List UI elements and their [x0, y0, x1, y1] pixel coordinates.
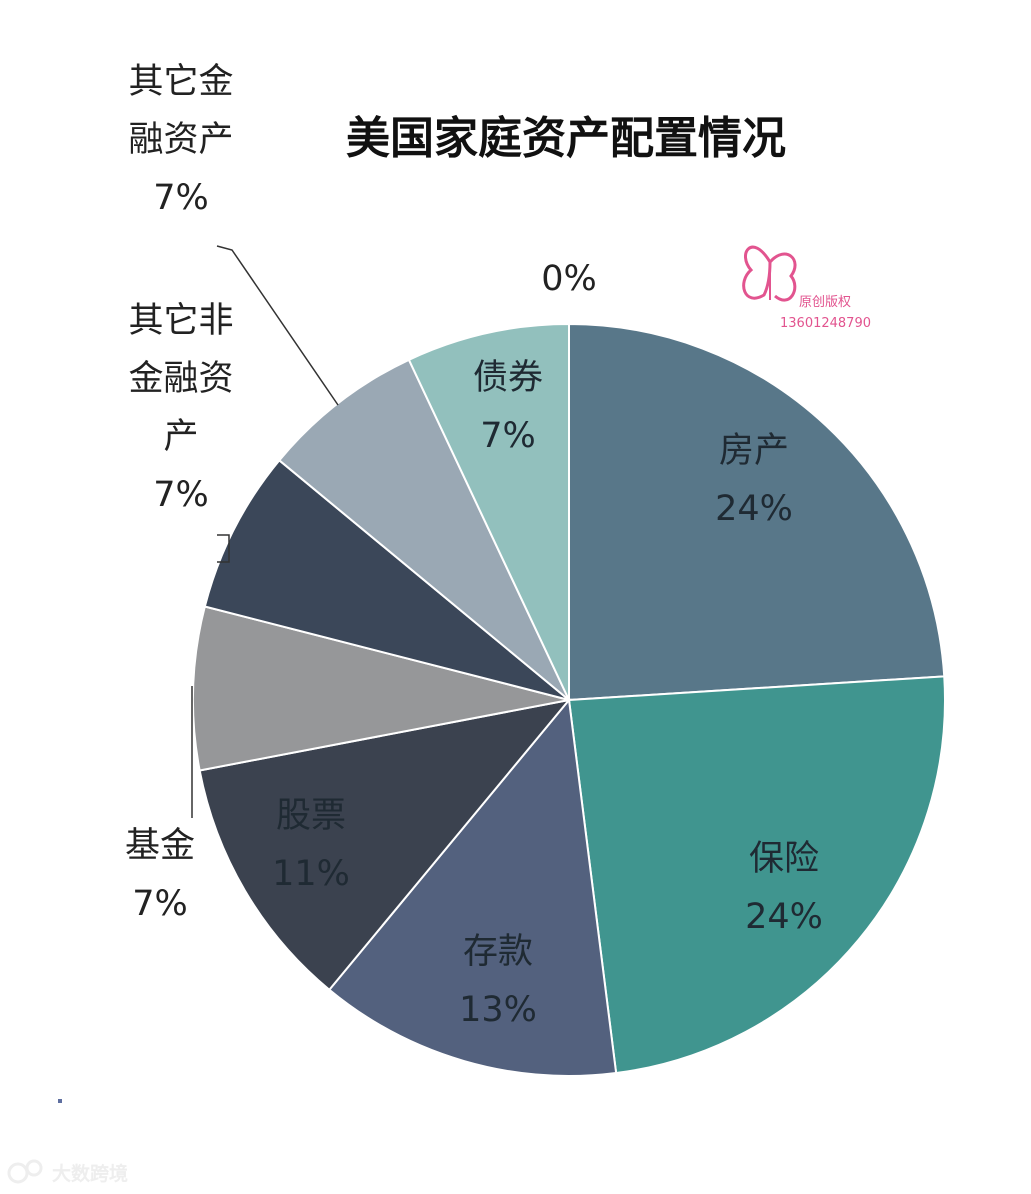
slice-percent-label-zero: 0% [541, 259, 597, 299]
watermark-phone: 13601248790 [780, 316, 871, 331]
watermark: 原创版权 13601248790 [742, 245, 871, 331]
pie-slice-基金 [192, 605, 570, 772]
slice-name-label-保险: 保险 [749, 839, 819, 879]
slice-percent-label-基金: 7% [132, 884, 188, 924]
slice-name-label-房产: 房产 [719, 431, 789, 471]
slice-name-label-存款: 存款 [463, 932, 533, 972]
slice-percent-label-存款: 13% [459, 990, 537, 1030]
slice-percent-label-债券: 7% [480, 416, 536, 456]
butterfly-logo-icon [742, 245, 797, 302]
slice-percent-label-股票: 11% [272, 854, 350, 894]
slice-name-label-股票: 股票 [276, 796, 346, 836]
pie-slice-债券 [407, 322, 570, 701]
slice-name-label-其它非金融资产: 其它非 [128, 301, 233, 341]
slice-percent-label-保险: 24% [745, 897, 823, 937]
leader-line-其它金融资产 [216, 245, 339, 406]
slice-name-label-其它金融资产: 其它金 [128, 62, 233, 102]
pie-slice-其它金融资产 [277, 358, 570, 701]
slice-name-label-基金: 基金 [125, 826, 195, 866]
slice-name-label-其它非金融资产: 金融资 [128, 359, 233, 399]
leader-lines [191, 245, 339, 818]
pie-slice-房产 [568, 322, 946, 702]
pie-slice-存款 [327, 697, 618, 1078]
brand-mark: 大数跨境 [7, 1159, 128, 1185]
brand-text: 大数跨境 [52, 1162, 128, 1185]
stray-dot [58, 1099, 62, 1103]
chart-title: 美国家庭资产配置情况 [346, 113, 786, 164]
leader-line-其它非金融资产 [217, 534, 230, 563]
pie-slice-保险 [567, 675, 946, 1075]
pie-slice-股票 [198, 698, 572, 992]
slice-percent-label-其它非金融资产: 7% [153, 475, 209, 515]
slice-percent-label-其它金融资产: 7% [153, 178, 209, 218]
slice-name-label-其它非金融资产: 产 [163, 417, 198, 457]
slice-percent-label-房产: 24% [715, 489, 793, 529]
slice-name-label-其它金融资产: 融资产 [128, 120, 233, 160]
slice-name-label-债券: 债券 [473, 358, 543, 398]
slices-layer [192, 322, 946, 1078]
watermark-text: 原创版权 [799, 294, 851, 310]
pie-slice-其它非金融资产 [203, 458, 570, 701]
brand-logo-icon [7, 1159, 43, 1184]
